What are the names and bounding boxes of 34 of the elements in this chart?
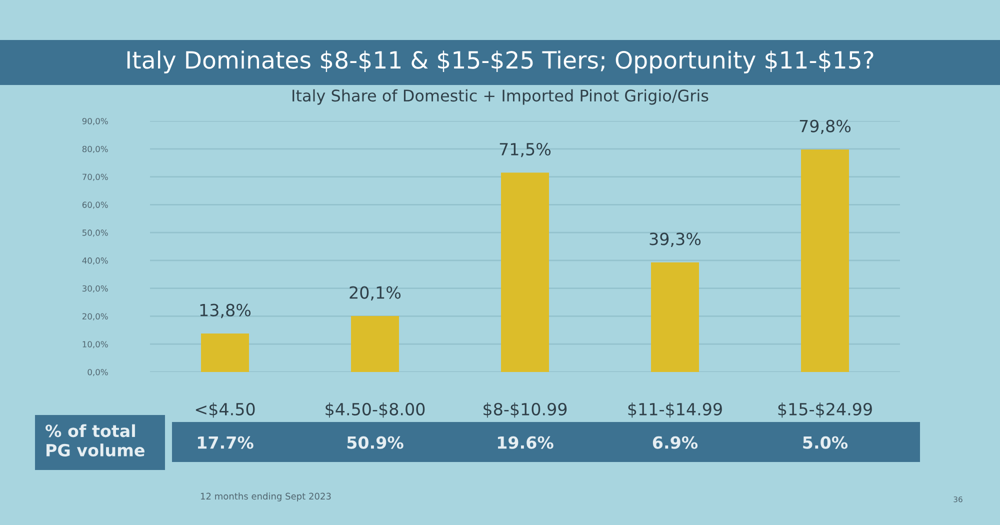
- text: 50.9%: [347, 436, 404, 449]
- y-tick-label: 80,0%: [82, 146, 108, 154]
- bar: [501, 172, 549, 372]
- x-tick-label: <$4.50: [196, 402, 255, 418]
- bar: [201, 334, 249, 372]
- y-tick-label: 90,0%: [82, 118, 108, 126]
- y-tick-label: 40,0%: [82, 257, 108, 265]
- y-tick-label: 10,0%: [82, 341, 108, 348]
- bar: [801, 149, 849, 372]
- y-tick-label: 30,0%: [82, 285, 108, 292]
- x-tick-label: $8-$10.99: [484, 402, 567, 418]
- text: 5.0%: [803, 436, 848, 449]
- data-label: 39,3%: [650, 232, 701, 247]
- y-tick-label: 60,0%: [82, 202, 108, 209]
- text: 19.6%: [498, 436, 554, 449]
- chart-subtitle: Italy Share of Domestic + Imported Pinot Grigio/Gris: [292, 89, 708, 105]
- text: % of total PG volume: [46, 424, 144, 456]
- bar: [351, 316, 399, 372]
- text: 17.7%: [198, 436, 254, 449]
- x-tick-label: $11-$14.99: [628, 402, 722, 418]
- data-label: 20,1%: [350, 286, 401, 301]
- text: 6.9%: [652, 436, 698, 449]
- y-tick-label: 0,0%: [88, 368, 108, 376]
- text: 12 months ending Sept 2023: [200, 492, 331, 502]
- data-label: 71,5%: [500, 142, 551, 158]
- y-tick-label: 20,0%: [82, 313, 108, 320]
- y-tick-label: 50,0%: [82, 230, 108, 237]
- y-tick-label: 70,0%: [82, 174, 108, 181]
- bar: [651, 262, 699, 372]
- chart-title: Italy Dominates $8-$11 & $15-$25 Tiers; Opportunity $11-$15?: [127, 50, 874, 74]
- x-tick-label: $4.50-$8.00: [326, 402, 425, 418]
- x-tick-label: $15-$24.99: [778, 402, 872, 418]
- data-label: 79,8%: [800, 120, 851, 134]
- data-label: 13,8%: [200, 304, 251, 318]
